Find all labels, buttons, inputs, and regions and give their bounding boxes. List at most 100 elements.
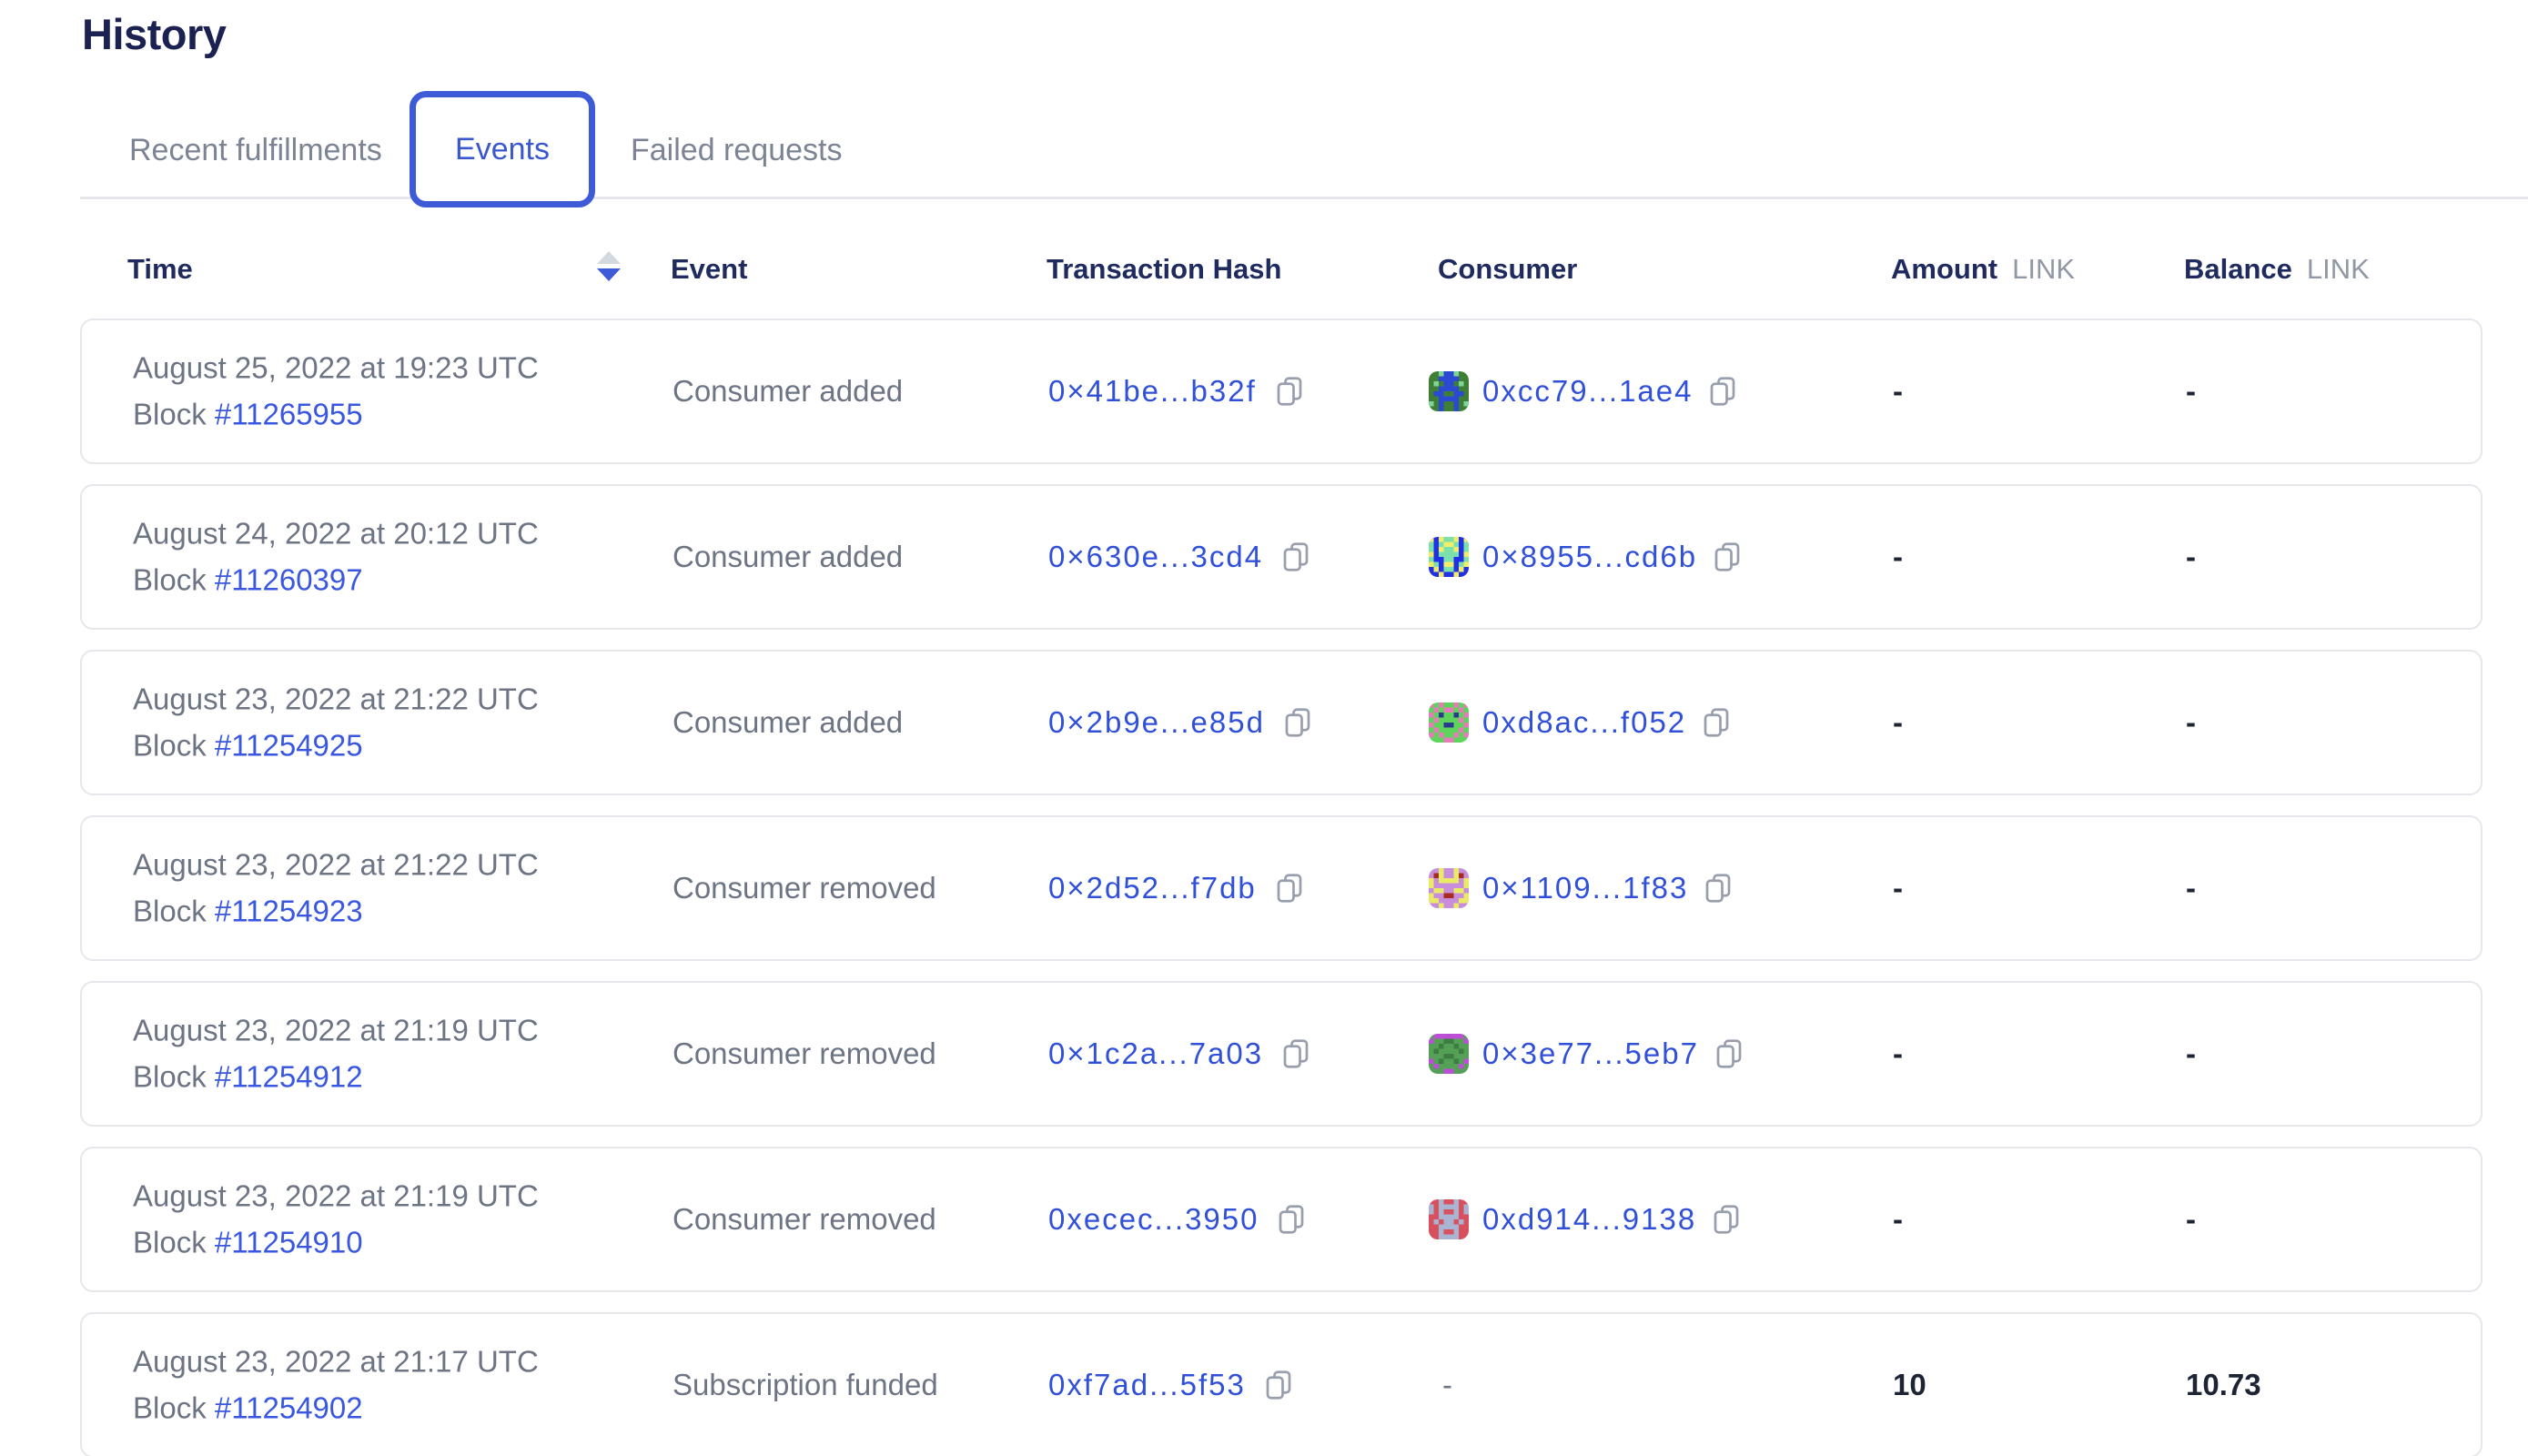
consumer-cell: 0xd8ac...f052 bbox=[1429, 703, 1746, 743]
time-cell: August 23, 2022 at 21:19 UTC Block #1125… bbox=[133, 1014, 539, 1095]
block-label: Block bbox=[133, 1225, 207, 1259]
table-row: August 23, 2022 at 21:19 UTC Block #1125… bbox=[80, 981, 2482, 1127]
consumer-cell: 0×8955...cd6b bbox=[1429, 537, 1757, 577]
amount-value: - bbox=[1893, 705, 1903, 739]
row-timestamp: August 23, 2022 at 21:22 UTC bbox=[133, 847, 539, 882]
tab-recent-fulfillments[interactable]: Recent fulfillments bbox=[129, 133, 382, 167]
consumer-address-link[interactable]: 0xd914...9138 bbox=[1482, 1202, 1697, 1236]
block-link[interactable]: #11260397 bbox=[214, 562, 363, 597]
copy-icon[interactable] bbox=[1279, 539, 1312, 575]
balance-unit-label: LINK bbox=[2306, 253, 2370, 285]
tab-events[interactable]: Events bbox=[410, 91, 595, 207]
copy-icon[interactable] bbox=[1281, 704, 1314, 741]
block-link[interactable]: #11265955 bbox=[214, 397, 363, 431]
block-line: Block #11265955 bbox=[133, 398, 539, 432]
block-line: Block #11254902 bbox=[133, 1391, 539, 1426]
block-link[interactable]: #11254912 bbox=[214, 1059, 363, 1094]
consumer-cell: 0×3e77...5eb7 bbox=[1429, 1034, 1759, 1074]
table-row: August 23, 2022 at 21:22 UTC Block #1125… bbox=[80, 650, 2482, 795]
tab-failed-requests[interactable]: Failed requests bbox=[631, 133, 843, 167]
tx-hash-link[interactable]: 0×1c2a...7a03 bbox=[1048, 1036, 1264, 1070]
consumer-address-link[interactable]: 0×8955...cd6b bbox=[1482, 540, 1698, 573]
copy-icon[interactable] bbox=[1706, 373, 1739, 410]
copy-icon[interactable] bbox=[1702, 870, 1734, 906]
tab-divider bbox=[80, 197, 2528, 199]
transaction-hash-cell: 0×630e...3cd4 bbox=[1048, 539, 1312, 575]
time-cell: August 24, 2022 at 20:12 UTC Block #1126… bbox=[133, 517, 539, 598]
consumer-address-link[interactable]: 0xcc79...1ae4 bbox=[1482, 374, 1694, 408]
copy-icon[interactable] bbox=[1273, 373, 1306, 410]
column-header-transaction-hash: Transaction Hash bbox=[1047, 253, 1282, 285]
block-line: Block #11260397 bbox=[133, 563, 539, 598]
balance-value: - bbox=[2186, 1036, 2196, 1070]
row-event: Consumer removed bbox=[672, 1036, 936, 1070]
consumer-cell: 0×1109...1f83 bbox=[1429, 868, 1748, 908]
column-header-consumer: Consumer bbox=[1438, 253, 1578, 285]
consumer-cell: - bbox=[1429, 1368, 1452, 1402]
transaction-hash-cell: 0×41be...b32f bbox=[1048, 373, 1306, 410]
row-event: Subscription funded bbox=[672, 1368, 938, 1401]
tx-hash-link[interactable]: 0×41be...b32f bbox=[1048, 374, 1257, 408]
consumer-address-link[interactable]: 0×1109...1f83 bbox=[1482, 871, 1689, 905]
sort-icon[interactable] bbox=[596, 251, 622, 284]
balance-value: - bbox=[2186, 871, 2196, 905]
copy-icon[interactable] bbox=[1262, 1367, 1295, 1403]
copy-icon[interactable] bbox=[1275, 1201, 1308, 1238]
row-timestamp: August 25, 2022 at 19:23 UTC bbox=[133, 350, 539, 385]
time-cell: August 23, 2022 at 21:22 UTC Block #1125… bbox=[133, 848, 539, 929]
copy-icon[interactable] bbox=[1279, 1036, 1312, 1072]
table-row: August 23, 2022 at 21:22 UTC Block #1125… bbox=[80, 815, 2482, 961]
row-event: Consumer removed bbox=[672, 1202, 936, 1236]
copy-icon[interactable] bbox=[1710, 1201, 1743, 1238]
time-cell: August 25, 2022 at 19:23 UTC Block #1126… bbox=[133, 351, 539, 432]
block-link[interactable]: #11254902 bbox=[214, 1390, 363, 1425]
column-header-time[interactable]: Time bbox=[127, 253, 193, 285]
amount-label: Amount bbox=[1891, 253, 1998, 285]
transaction-hash-cell: 0xecec...3950 bbox=[1048, 1201, 1308, 1238]
amount-value: - bbox=[1893, 1036, 1903, 1070]
block-link[interactable]: #11254910 bbox=[214, 1225, 363, 1259]
event-rows: August 25, 2022 at 19:23 UTC Block #1126… bbox=[80, 318, 2482, 1456]
amount-value: - bbox=[1893, 871, 1903, 905]
consumer-avatar bbox=[1429, 537, 1469, 577]
table-header: Time Event Transaction Hash Consumer Amo… bbox=[0, 238, 2528, 302]
column-header-amount: Amount LINK bbox=[1891, 253, 2075, 286]
row-timestamp: August 23, 2022 at 21:19 UTC bbox=[133, 1013, 539, 1047]
block-label: Block bbox=[133, 1390, 207, 1425]
copy-icon[interactable] bbox=[1700, 704, 1733, 741]
row-timestamp: August 24, 2022 at 20:12 UTC bbox=[133, 516, 539, 551]
tx-hash-link[interactable]: 0×2b9e...e85d bbox=[1048, 705, 1265, 739]
consumer-address-link[interactable]: 0xd8ac...f052 bbox=[1482, 705, 1687, 739]
copy-icon[interactable] bbox=[1273, 870, 1306, 906]
consumer-cell: 0xd914...9138 bbox=[1429, 1199, 1756, 1239]
amount-value: - bbox=[1893, 374, 1903, 408]
amount-value: 10 bbox=[1893, 1368, 1926, 1401]
tx-hash-link[interactable]: 0xf7ad...5f53 bbox=[1048, 1368, 1246, 1401]
balance-value: - bbox=[2186, 1202, 2196, 1236]
tx-hash-link[interactable]: 0×2d52...f7db bbox=[1048, 871, 1257, 905]
sort-asc-icon bbox=[597, 251, 621, 264]
copy-icon[interactable] bbox=[1713, 1036, 1745, 1072]
consumer-avatar bbox=[1429, 1199, 1469, 1239]
block-line: Block #11254912 bbox=[133, 1060, 539, 1095]
time-cell: August 23, 2022 at 21:19 UTC Block #1125… bbox=[133, 1179, 539, 1260]
balance-value: - bbox=[2186, 705, 2196, 739]
tx-hash-link[interactable]: 0×630e...3cd4 bbox=[1048, 540, 1264, 573]
amount-unit-label: LINK bbox=[2012, 253, 2076, 285]
row-timestamp: August 23, 2022 at 21:22 UTC bbox=[133, 682, 539, 716]
consumer-address-link[interactable]: 0×3e77...5eb7 bbox=[1482, 1036, 1699, 1070]
block-link[interactable]: #11254925 bbox=[214, 728, 363, 763]
block-label: Block bbox=[133, 397, 207, 431]
balance-label: Balance bbox=[2184, 253, 2292, 285]
sort-desc-icon bbox=[597, 268, 621, 281]
consumer-avatar bbox=[1429, 371, 1469, 411]
amount-value: - bbox=[1893, 1202, 1903, 1236]
block-link[interactable]: #11254923 bbox=[214, 894, 363, 928]
copy-icon[interactable] bbox=[1711, 539, 1744, 575]
block-line: Block #11254910 bbox=[133, 1226, 539, 1260]
consumer-avatar bbox=[1429, 703, 1469, 743]
tx-hash-link[interactable]: 0xecec...3950 bbox=[1048, 1202, 1259, 1236]
block-label: Block bbox=[133, 562, 207, 597]
transaction-hash-cell: 0×1c2a...7a03 bbox=[1048, 1036, 1312, 1072]
